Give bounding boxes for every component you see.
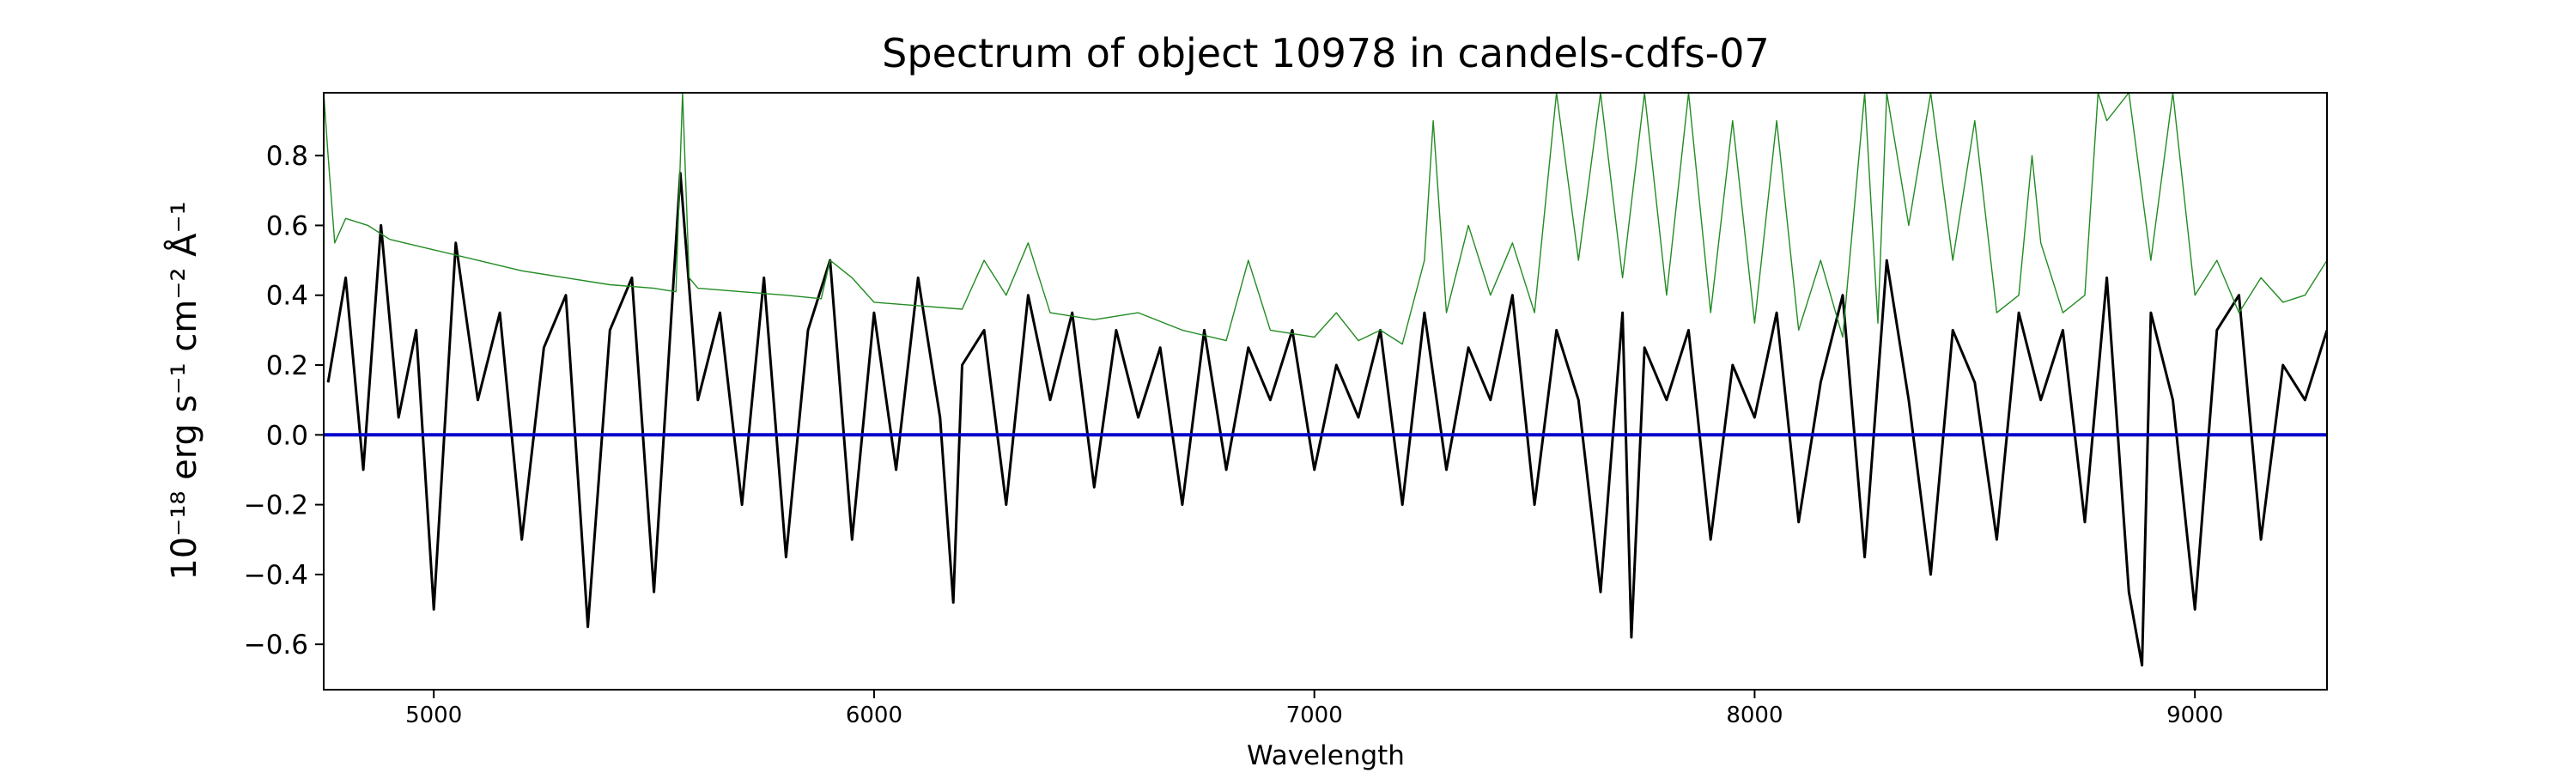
y-tick-label: 0.4 [266,281,308,312]
x-tick-label: 7000 [1286,703,1343,728]
plot-frame [323,92,2328,691]
x-axis: 5000 6000 7000 8000 9000 [405,690,2223,728]
x-tick-label: 6000 [846,703,902,728]
y-tick-label: 0.2 [266,350,308,381]
series-1 [324,93,2327,345]
y-axis: −0.6 −0.4 −0.2 0.0 0.2 0.4 0.6 0.8 [244,141,324,660]
y-tick-label: −0.6 [244,630,308,660]
y-axis-label: 10⁻¹⁸ erg s⁻¹ cm⁻² Å⁻¹ [163,201,204,580]
x-axis-label: Wavelength [1247,740,1405,771]
chart-title: Spectrum of object 10978 in candels-cdfs… [882,30,1770,76]
y-tick-label: 0.8 [266,141,308,172]
series-line-1 [324,93,2327,345]
y-tick-label: −0.4 [244,560,308,591]
x-tick-label: 5000 [405,703,462,728]
x-tick-label: 9000 [2166,703,2223,728]
series-line-0 [326,172,2327,666]
y-tick-label: 0.0 [266,420,308,451]
x-tick-label: 8000 [1726,703,1783,728]
series-layer [324,93,2327,666]
y-tick-label: 0.6 [266,210,308,241]
y-tick-label: −0.2 [244,490,308,521]
series-0 [326,172,2327,666]
